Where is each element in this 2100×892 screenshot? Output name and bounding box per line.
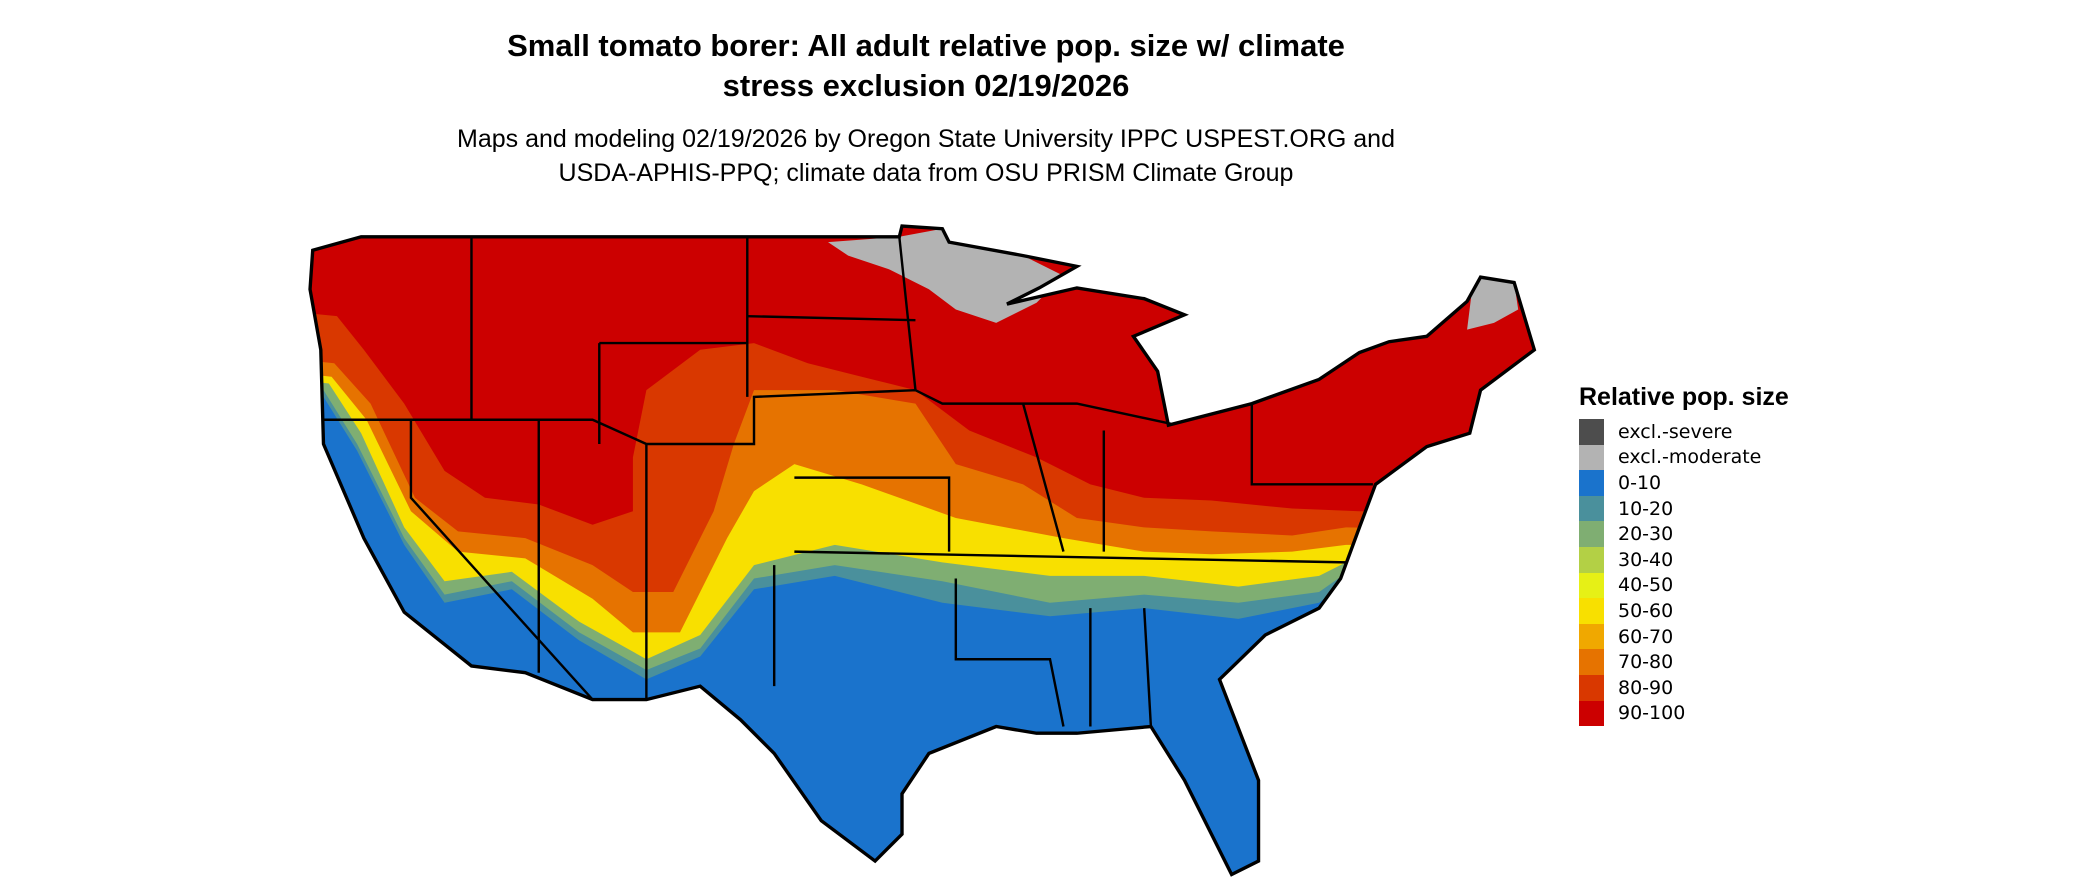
legend-label: 40-50 xyxy=(1618,574,1674,597)
map-title: Small tomato borer: All adult relative p… xyxy=(0,26,1852,106)
legend-label: 80-90 xyxy=(1618,676,1674,699)
legend-swatch xyxy=(1579,444,1604,471)
legend-swatch xyxy=(1579,495,1604,522)
legend-item: 60-70 xyxy=(1579,623,1789,650)
legend-item: 10-20 xyxy=(1579,495,1789,522)
legend-item: 0-10 xyxy=(1579,470,1789,496)
legend-item: 20-30 xyxy=(1579,521,1789,547)
legend-swatch xyxy=(1579,674,1604,701)
legend-swatch xyxy=(1579,419,1604,445)
legend-swatch xyxy=(1579,546,1604,573)
legend-swatch xyxy=(1579,623,1604,650)
title-line-2: stress exclusion 02/19/2026 xyxy=(722,68,1130,103)
map-subtitle: Maps and modeling 02/19/2026 by Oregon S… xyxy=(0,122,1852,190)
legend-item: 30-40 xyxy=(1579,546,1789,573)
legend-label: 50-60 xyxy=(1618,599,1674,622)
legend-item: 50-60 xyxy=(1579,598,1789,624)
legend-swatch xyxy=(1579,649,1604,675)
legend-label: excl.-severe xyxy=(1618,420,1733,443)
legend-label: excl.-moderate xyxy=(1618,446,1762,469)
legend-item: 70-80 xyxy=(1579,649,1789,675)
legend: Relative pop. size excl.-severe excl.-mod… xyxy=(1579,382,1789,727)
zone-excl-moderate-me xyxy=(1467,275,1519,330)
state-borders xyxy=(323,236,1373,727)
legend-label: 0-10 xyxy=(1618,471,1662,494)
legend-swatch xyxy=(1579,521,1604,547)
legend-item: 90-100 xyxy=(1579,700,1789,727)
legend-label: 60-70 xyxy=(1618,625,1674,648)
legend-item: excl.-moderate xyxy=(1579,444,1789,471)
legend-items: excl.-severe excl.-moderate 0-10 10-20 20-30… xyxy=(1579,419,1789,727)
legend-title: Relative pop. size xyxy=(1579,383,1789,411)
legend-item: excl.-severe xyxy=(1579,419,1789,445)
legend-swatch xyxy=(1579,598,1604,624)
legend-label: 90-100 xyxy=(1618,702,1686,725)
legend-label: 20-30 xyxy=(1618,523,1674,546)
legend-swatch xyxy=(1579,700,1604,727)
subtitle-line-1: Maps and modeling 02/19/2026 by Oregon S… xyxy=(457,125,1395,153)
legend-label: 10-20 xyxy=(1618,497,1674,520)
legend-swatch xyxy=(1579,572,1604,599)
legend-item: 80-90 xyxy=(1579,674,1789,701)
title-line-1: Small tomato borer: All adult relative p… xyxy=(507,28,1345,63)
legend-label: 70-80 xyxy=(1618,651,1674,674)
legend-swatch xyxy=(1579,470,1604,496)
legend-item: 40-50 xyxy=(1579,572,1789,599)
subtitle-line-2: USDA-APHIS-PPQ; climate data from OSU PR… xyxy=(558,159,1294,187)
legend-label: 30-40 xyxy=(1618,548,1674,571)
